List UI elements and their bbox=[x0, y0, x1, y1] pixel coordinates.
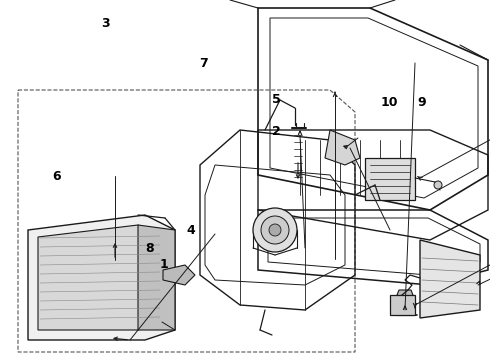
Polygon shape bbox=[325, 130, 360, 165]
Polygon shape bbox=[365, 158, 415, 200]
Text: 2: 2 bbox=[272, 125, 281, 138]
Text: 10: 10 bbox=[381, 96, 398, 109]
Polygon shape bbox=[396, 298, 414, 315]
Polygon shape bbox=[420, 240, 480, 318]
Polygon shape bbox=[138, 225, 175, 330]
Text: 3: 3 bbox=[101, 17, 110, 30]
Circle shape bbox=[434, 181, 442, 189]
Text: 4: 4 bbox=[187, 224, 196, 237]
Polygon shape bbox=[28, 215, 175, 340]
Polygon shape bbox=[397, 290, 413, 298]
Text: 1: 1 bbox=[160, 258, 169, 271]
Circle shape bbox=[253, 208, 297, 252]
Polygon shape bbox=[38, 225, 162, 330]
Circle shape bbox=[261, 216, 289, 244]
Text: 8: 8 bbox=[145, 242, 154, 255]
Polygon shape bbox=[163, 265, 195, 285]
Text: 6: 6 bbox=[52, 170, 61, 183]
Circle shape bbox=[269, 224, 281, 236]
Text: 7: 7 bbox=[199, 57, 208, 69]
Polygon shape bbox=[390, 295, 415, 315]
Text: 9: 9 bbox=[417, 96, 426, 109]
Text: 5: 5 bbox=[272, 93, 281, 105]
